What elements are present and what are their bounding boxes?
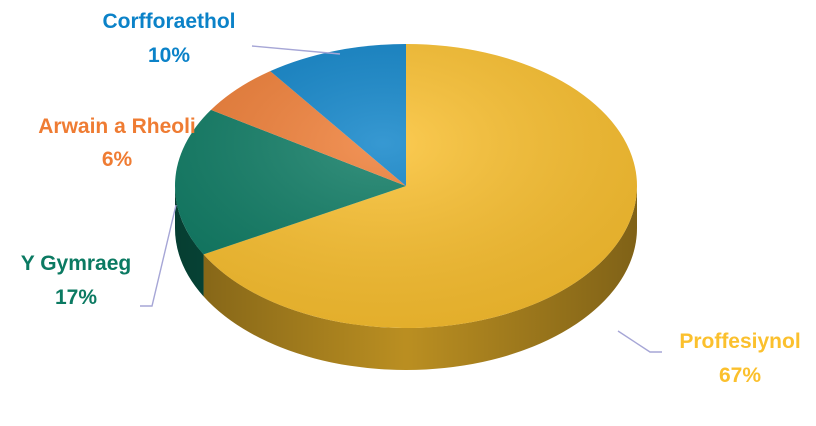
slice-name-arwain-a-rheoli: Arwain a Rheoli [38, 115, 196, 138]
pie-tops [174, 44, 637, 328]
pie-rim-shading [175, 186, 637, 370]
leader-line-y-gymraeg [140, 204, 177, 307]
leader-line-proffesiynol [617, 330, 662, 353]
slice-name-proffesiynol: Proffesiynol [679, 330, 800, 353]
leader-line-corfforaethol [251, 45, 341, 55]
leader-lines [140, 45, 662, 353]
slice-percent-corfforaethol: 10% [148, 44, 190, 67]
slice-labels: Proffesiynol 67% Y Gymraeg 17% Arwain a Rheo… [21, 10, 801, 387]
slice-percent-proffesiynol: 67% [719, 364, 761, 387]
slice-percent-y-gymraeg: 17% [55, 286, 97, 309]
slice-name-y-gymraeg: Y Gymraeg [21, 252, 132, 275]
pie-edges [175, 186, 637, 371]
pie-top-shading [175, 44, 637, 328]
slice-name-corfforaethol: Corfforaethol [103, 10, 236, 33]
slice-percent-arwain-a-rheoli: 6% [102, 148, 133, 171]
